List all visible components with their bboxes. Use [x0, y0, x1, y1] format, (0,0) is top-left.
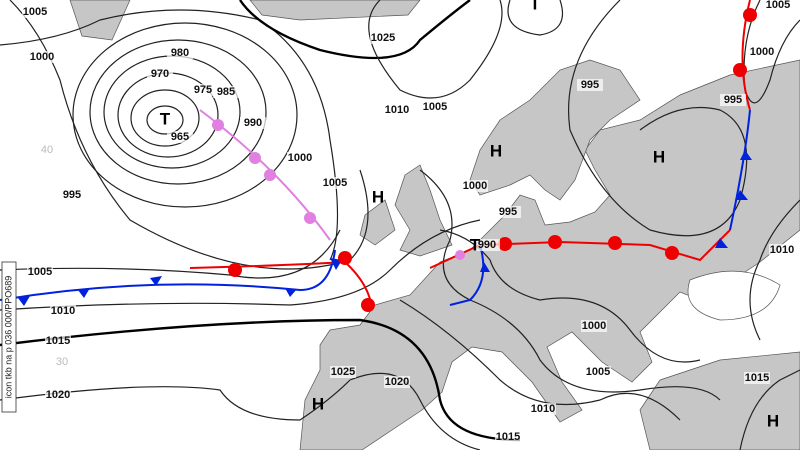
isobar-label: 990	[244, 117, 262, 129]
fronts	[0, 0, 757, 312]
isobar-label-bg	[474, 239, 500, 251]
isobar-label: 985	[217, 86, 235, 98]
isobar-label: 1005	[323, 177, 347, 189]
isobar-label: 995	[581, 79, 599, 91]
isobar-label-bg	[384, 104, 410, 116]
isobar-label: 995	[63, 189, 81, 201]
isobar-label-bg	[27, 266, 53, 278]
isobar-label-bg	[29, 51, 55, 63]
isobar-label-bg	[495, 431, 521, 443]
isobar-label-bg	[720, 94, 746, 106]
isobar-label-bg	[495, 206, 521, 218]
side-label: icon tkb na p 036 000/PPO689	[3, 276, 13, 399]
isobar-label: 1005	[766, 0, 790, 11]
pressure-center: T	[530, 0, 541, 13]
isobar-label-bg	[585, 366, 611, 378]
isobar-label: 1005	[423, 101, 447, 113]
isobar-label: 995	[724, 94, 742, 106]
isobar-label-bg	[370, 32, 396, 44]
pressure-center: H	[372, 187, 384, 206]
isobar-label: 1000	[288, 152, 312, 164]
isobar-label-bg	[213, 86, 239, 98]
isobar-label-bg	[765, 0, 791, 11]
isobar-label: 980	[171, 47, 189, 59]
isobar-label: 1025	[371, 32, 395, 44]
isobar-label-bg	[462, 180, 488, 192]
latitude-label: 30	[56, 356, 68, 368]
isobar-label-bg	[147, 68, 173, 80]
side-label-box	[1, 261, 17, 413]
isobar-label: 1015	[496, 431, 520, 443]
isobar-label: 1005	[28, 266, 52, 278]
isobar-label-bg	[749, 46, 775, 58]
isobar-label: 1015	[745, 372, 769, 384]
isobar-label: 1010	[531, 403, 555, 415]
isobar-label: 1000	[30, 51, 54, 63]
isobar-label-bg	[45, 389, 71, 401]
isobar-label: 1025	[331, 366, 355, 378]
isobar-label-bg	[45, 335, 71, 347]
isobar-label: 1000	[750, 46, 774, 58]
isobar-label: 1010	[770, 244, 794, 256]
isobar-label-bg	[322, 177, 348, 189]
isobar-label-bg	[190, 84, 216, 96]
isobar-label: 1020	[46, 389, 70, 401]
isobar-label: 1005	[23, 6, 47, 18]
isobar-label: 970	[151, 68, 169, 80]
isobar-label-bg	[384, 376, 410, 388]
isobar-label: 965	[171, 131, 189, 143]
isobar-label: 1010	[51, 305, 75, 317]
isobar-label: 1015	[46, 335, 70, 347]
isobar-label-bg	[22, 6, 48, 18]
isobar-label-bg	[422, 101, 448, 113]
isobar-label: 1020	[385, 376, 409, 388]
pressure-center: H	[312, 394, 324, 413]
isobar-label: 975	[194, 84, 212, 96]
pressure-center: T	[160, 109, 171, 128]
pressure-center: H	[653, 147, 665, 166]
isobar-label-bg	[287, 152, 313, 164]
isobar-label: 1000	[463, 180, 487, 192]
isobar-label-bg	[167, 47, 193, 59]
isobar-label-bg	[50, 305, 76, 317]
isobar-label: 995	[499, 206, 517, 218]
isobar-label-bg	[581, 320, 607, 332]
pressure-center: H	[767, 411, 779, 430]
isobar-label-bg	[240, 117, 266, 129]
isobar-label-bg	[769, 244, 795, 256]
isobar-label-bg	[167, 131, 193, 143]
isobar-label-bg	[59, 189, 85, 201]
isobar-label-bg	[577, 79, 603, 91]
pressure-center: H	[490, 141, 502, 160]
isobar-label-bg	[744, 372, 770, 384]
isobar-label: 1010	[385, 104, 409, 116]
isobar-label: 1000	[582, 320, 606, 332]
isobar-label: 990	[478, 239, 496, 251]
isobar-label: 1005	[586, 366, 610, 378]
latitude-label: 40	[41, 144, 53, 156]
land	[69, 0, 800, 450]
isobar-label-bg	[530, 403, 556, 415]
pressure-center: T	[470, 235, 481, 254]
isobar-label-bg	[330, 366, 356, 378]
